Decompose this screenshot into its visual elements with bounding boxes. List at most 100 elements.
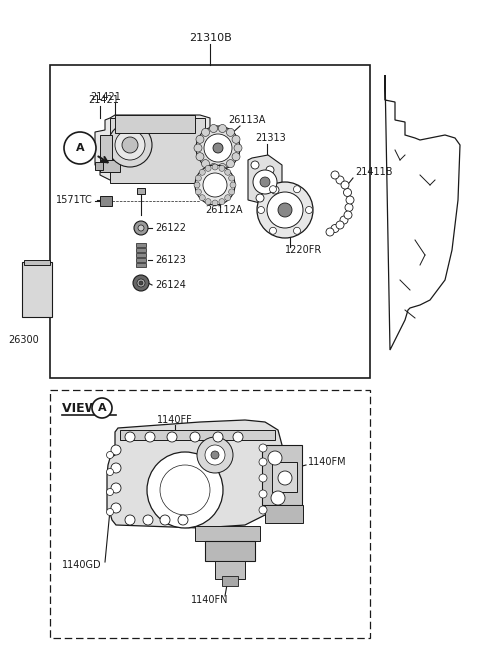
Circle shape — [331, 224, 339, 232]
Circle shape — [202, 129, 210, 136]
Circle shape — [139, 281, 143, 285]
Circle shape — [271, 186, 279, 194]
Text: 26300: 26300 — [8, 335, 39, 345]
Text: A: A — [98, 403, 106, 413]
Circle shape — [259, 490, 267, 498]
Text: 1140GD: 1140GD — [62, 560, 102, 570]
Bar — [50, 65, 370, 378]
Circle shape — [227, 129, 234, 136]
Text: 26113A: 26113A — [228, 115, 265, 125]
Circle shape — [107, 508, 113, 516]
Bar — [95, 162, 103, 170]
Circle shape — [115, 130, 145, 160]
Bar — [262, 445, 302, 505]
Text: A: A — [76, 143, 84, 153]
Text: 1571TC: 1571TC — [56, 195, 93, 205]
Circle shape — [259, 506, 267, 514]
Circle shape — [64, 132, 96, 164]
Text: 1140FM: 1140FM — [308, 457, 347, 467]
Circle shape — [266, 166, 274, 174]
Bar — [50, 390, 370, 638]
Circle shape — [257, 182, 313, 238]
Text: 26122: 26122 — [155, 223, 186, 233]
Bar — [265, 505, 303, 523]
Circle shape — [160, 515, 170, 525]
Circle shape — [225, 195, 231, 201]
Text: 21411B: 21411B — [355, 167, 393, 177]
Circle shape — [205, 165, 211, 171]
Text: 21421: 21421 — [90, 92, 121, 102]
Circle shape — [211, 451, 219, 459]
Circle shape — [227, 159, 234, 168]
Circle shape — [196, 126, 240, 170]
Circle shape — [344, 211, 352, 219]
Circle shape — [199, 195, 205, 201]
Circle shape — [195, 175, 202, 181]
Circle shape — [257, 207, 264, 213]
Bar — [110, 118, 205, 183]
Circle shape — [218, 163, 227, 171]
Circle shape — [107, 468, 113, 476]
Circle shape — [345, 203, 353, 211]
Circle shape — [271, 491, 285, 505]
Bar — [215, 561, 245, 579]
Circle shape — [278, 203, 292, 217]
Circle shape — [293, 227, 300, 234]
Circle shape — [225, 169, 231, 175]
Circle shape — [219, 199, 225, 205]
Bar — [222, 576, 238, 586]
Circle shape — [145, 432, 155, 442]
Bar — [136, 243, 146, 247]
Circle shape — [210, 125, 217, 133]
Circle shape — [340, 216, 348, 224]
Circle shape — [230, 182, 236, 188]
Text: 26112A: 26112A — [205, 205, 242, 215]
Bar — [136, 258, 146, 262]
Circle shape — [210, 163, 217, 171]
Polygon shape — [248, 155, 282, 205]
Circle shape — [293, 186, 300, 193]
Circle shape — [259, 458, 267, 466]
Circle shape — [111, 463, 121, 473]
Circle shape — [336, 176, 344, 184]
Circle shape — [336, 221, 344, 229]
Circle shape — [194, 144, 202, 152]
Circle shape — [160, 465, 210, 515]
Circle shape — [111, 483, 121, 493]
Text: 26123: 26123 — [155, 255, 186, 265]
Circle shape — [137, 279, 145, 287]
Bar — [120, 430, 275, 440]
Circle shape — [278, 471, 292, 485]
Circle shape — [147, 452, 223, 528]
Circle shape — [346, 196, 354, 204]
Circle shape — [167, 432, 177, 442]
Circle shape — [195, 189, 202, 195]
Bar — [136, 263, 146, 267]
Polygon shape — [107, 420, 282, 528]
Bar — [205, 541, 255, 561]
Polygon shape — [385, 75, 460, 350]
Circle shape — [203, 173, 227, 197]
Bar — [100, 160, 120, 172]
Circle shape — [228, 189, 235, 195]
Circle shape — [178, 515, 188, 525]
Circle shape — [92, 398, 112, 418]
Circle shape — [260, 177, 270, 187]
Circle shape — [259, 444, 267, 452]
Circle shape — [256, 194, 264, 202]
Bar — [136, 248, 146, 252]
Circle shape — [326, 228, 334, 236]
Circle shape — [269, 227, 276, 234]
Text: VIEW: VIEW — [62, 401, 103, 415]
Circle shape — [212, 200, 218, 206]
Circle shape — [196, 135, 204, 143]
Circle shape — [218, 125, 227, 133]
Circle shape — [212, 164, 218, 170]
Circle shape — [190, 432, 200, 442]
Circle shape — [219, 165, 225, 171]
Circle shape — [133, 275, 149, 291]
Circle shape — [204, 134, 232, 162]
Circle shape — [344, 188, 351, 197]
Circle shape — [122, 137, 138, 153]
Circle shape — [268, 451, 282, 465]
